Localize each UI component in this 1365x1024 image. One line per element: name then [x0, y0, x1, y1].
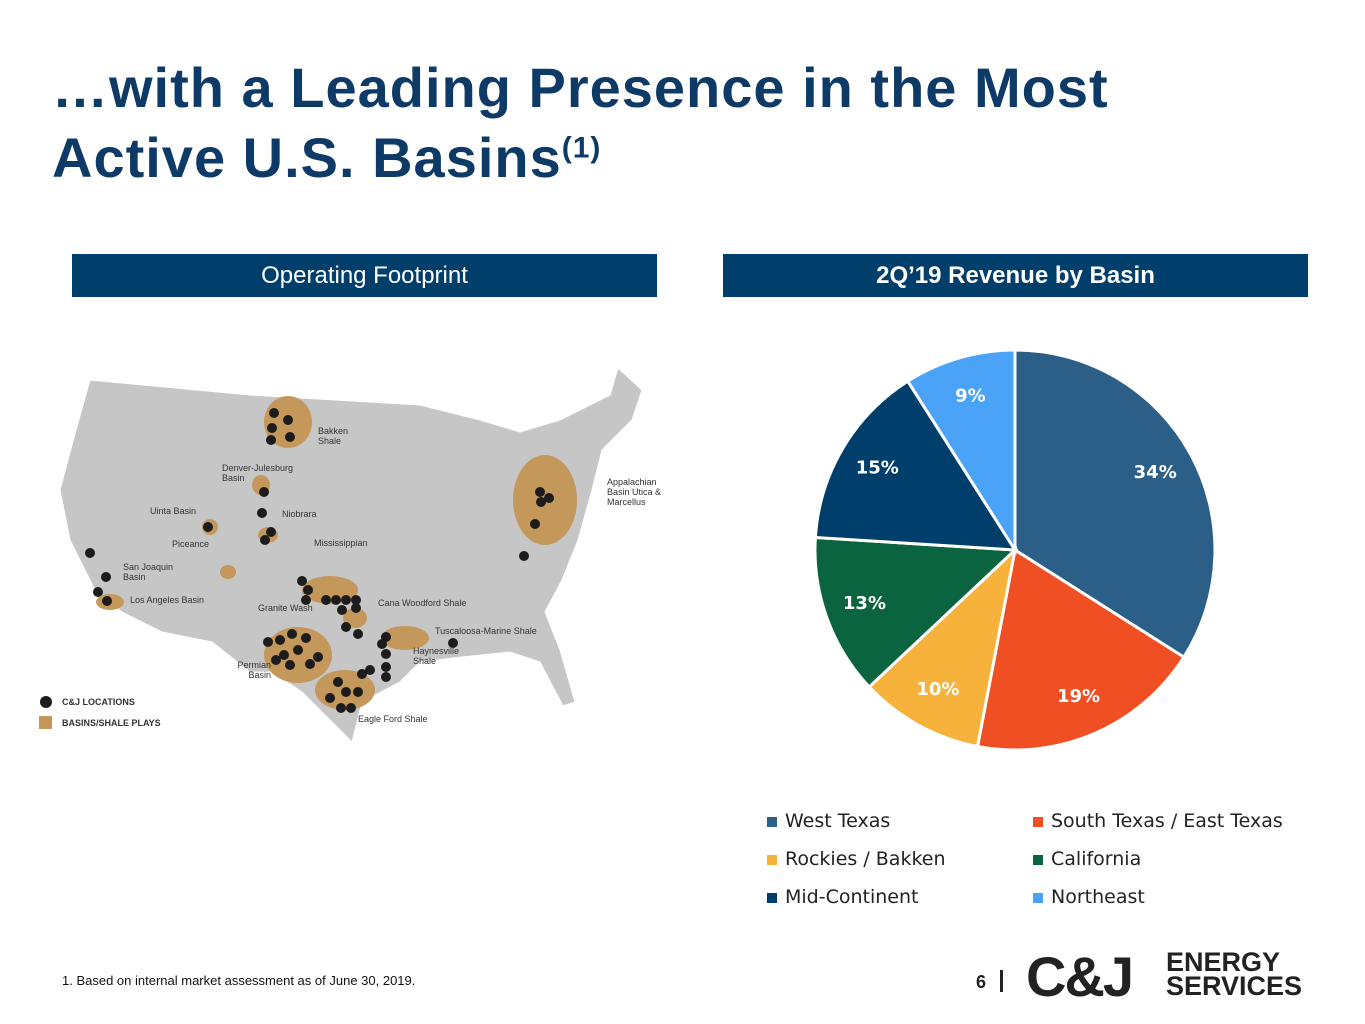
- legend-label: Rockies / Bakken: [785, 848, 946, 870]
- pie-slice: [975, 547, 1186, 752]
- pie-slice: [813, 535, 1019, 690]
- map-label: Cana Woodford Shale: [378, 598, 467, 608]
- legend-swatch: [767, 893, 777, 903]
- panel-heading: Operating Footprint: [72, 254, 657, 297]
- map-legend: BASINS/SHALE PLAYS: [62, 718, 161, 728]
- title-line: Active U.S. Basins: [52, 126, 562, 189]
- map-legend: C&J LOCATIONS: [62, 697, 135, 707]
- legend-label: California: [1051, 848, 1142, 870]
- legend-swatch: [767, 855, 777, 865]
- legend-swatch: [1033, 893, 1043, 903]
- logo: C&J: [1026, 945, 1134, 1008]
- chart-title: 2Q’19 Revenue by Basin: [723, 254, 1308, 297]
- map-label: Appalachian Basin Utica & Marcellus: [607, 477, 662, 507]
- map-label: Bakken Shale: [318, 426, 349, 446]
- footnote: 1. Based on internal market assessment a…: [62, 973, 416, 988]
- pie-slice: [867, 545, 1018, 749]
- legend-entry: California: [1033, 848, 1141, 870]
- map-label: San Joaquin Basin: [123, 562, 174, 582]
- page-number: 6: [976, 972, 987, 992]
- data-label: 19%: [1057, 686, 1100, 707]
- logo-text: SERVICES: [1166, 971, 1303, 1001]
- map-label: Uinta Basin: [150, 506, 197, 516]
- title-superscript: (1): [561, 131, 602, 165]
- legend-label: South Texas / East Texas: [1051, 810, 1283, 832]
- pie-slice: [813, 379, 1018, 552]
- legend-swatch: [1033, 817, 1043, 827]
- pie: 34% 19% 10% 13% 15% 9%: [813, 348, 1217, 752]
- locations: [40, 408, 554, 713]
- logo-text: ENERGY: [1166, 947, 1281, 977]
- map-label: Haynesville Shale: [413, 646, 460, 666]
- separator: [1000, 970, 1003, 992]
- map-label: Granite Wash: [258, 603, 313, 613]
- map-label: Tuscaloosa-Marine Shale: [435, 626, 537, 636]
- legend-entry: South Texas / East Texas: [1033, 810, 1283, 832]
- legend-label: Mid-Continent: [785, 886, 919, 908]
- legend-label: Northeast: [1051, 886, 1145, 908]
- map-label: Mississippian: [314, 538, 368, 548]
- legend-swatch: [39, 716, 52, 729]
- map-label: Denver-Julesburg Basin: [222, 463, 294, 483]
- map-label: Piceance: [172, 539, 210, 549]
- us-map: [59, 367, 643, 743]
- map-label: Eagle Ford Shale: [358, 714, 428, 724]
- legend-swatch: [1033, 855, 1043, 865]
- title-line: …with a Leading Presence in the Most: [52, 56, 1109, 119]
- legend-entry: Rockies / Bakken: [767, 848, 946, 870]
- data-label: 10%: [916, 679, 959, 700]
- data-label: 15%: [856, 458, 899, 479]
- legend-entry: Northeast: [1033, 886, 1145, 908]
- legend-entry: West Texas: [767, 810, 890, 832]
- map-label: Los Angeles Basin: [130, 595, 205, 605]
- legend-entry: Mid-Continent: [767, 886, 918, 908]
- legend-label: West Texas: [785, 810, 891, 832]
- data-label: 13%: [843, 593, 886, 614]
- pie-slice: [905, 348, 1017, 556]
- data-label: 34%: [1134, 462, 1177, 483]
- map-label: Niobrara: [282, 509, 317, 519]
- title-line: Active U.S. Basins(1): [52, 125, 601, 190]
- map-label: Permian Basin: [237, 660, 271, 680]
- data-label: 9%: [955, 385, 986, 406]
- legend-swatch: [767, 817, 777, 827]
